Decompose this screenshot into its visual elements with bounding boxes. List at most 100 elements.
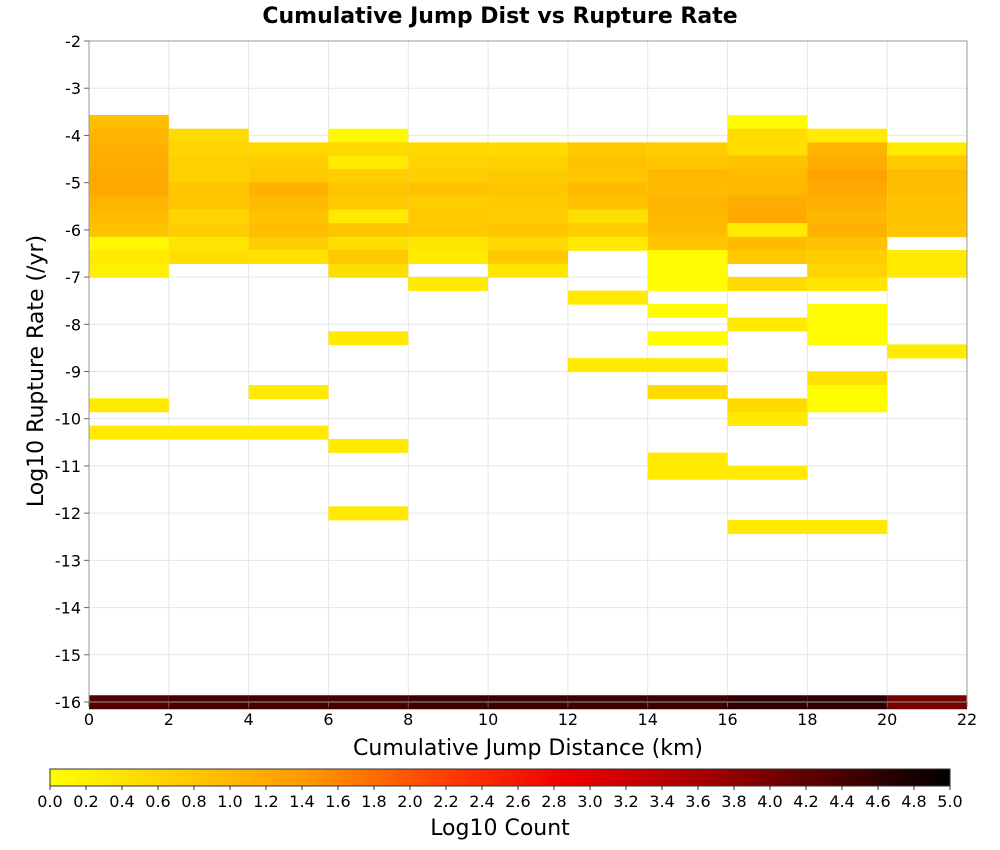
heatmap-cell <box>488 196 568 211</box>
heatmap-cell <box>887 250 967 265</box>
heatmap-cells <box>89 114 967 710</box>
heatmap-cell <box>328 155 409 170</box>
colorbar-ticks: 0.0 0.2 0.4 0.6 0.8 1.0 1.2 1.4 1.6 1.8 2.0 2.2 2.4 2… <box>37 786 963 811</box>
colorbar-tick-label: 5.0 <box>937 792 962 811</box>
heatmap-cell <box>168 169 249 184</box>
heatmap-cell <box>408 209 489 224</box>
x-axis-ticks: 0 2 4 6 8 10 12 14 16 18 20 22 <box>84 702 977 729</box>
y-axis-ticks: -2 -3 -4 -5 -6 -7 -8 -9 -10 -11 -12 -13 -14 -15 -16 <box>55 32 89 712</box>
x-tick-label: 14 <box>638 710 658 729</box>
heatmap-cell <box>807 196 888 211</box>
heatmap-cell <box>727 250 808 265</box>
heatmap-cell <box>807 169 888 184</box>
heatmap-cell <box>727 182 808 197</box>
x-tick-label: 20 <box>877 710 897 729</box>
y-tick-label: -5 <box>65 174 81 193</box>
colorbar-tick-label: 4.8 <box>901 792 926 811</box>
heatmap-cell <box>248 209 329 224</box>
heatmap-cell <box>408 169 489 184</box>
colorbar-tick-label: 4.2 <box>793 792 818 811</box>
heatmap-cell <box>727 411 808 426</box>
heatmap-cell <box>488 223 568 238</box>
heatmap-cell <box>567 196 648 211</box>
heatmap-cell <box>328 506 409 521</box>
heatmap-cell <box>168 182 249 197</box>
x-tick-label: 12 <box>558 710 578 729</box>
heatmap-cell <box>727 520 808 535</box>
x-tick-label: 10 <box>478 710 498 729</box>
heatmap-cell <box>408 142 489 157</box>
heatmap-cell <box>408 155 489 170</box>
heatmap-cell <box>328 250 409 265</box>
colorbar-tick-label: 0.0 <box>37 792 62 811</box>
heatmap-cell <box>328 128 409 143</box>
heatmap-cell <box>408 250 489 265</box>
heatmap-cell <box>567 358 648 373</box>
heatmap-cell <box>168 223 249 238</box>
heatmap-cell <box>248 425 329 440</box>
y-tick-label: -2 <box>65 32 81 51</box>
y-tick-label: -4 <box>65 126 81 145</box>
heatmap-cell <box>647 303 728 318</box>
heatmap-cell <box>89 114 169 129</box>
heatmap-cell <box>168 209 249 224</box>
heatmap-cell <box>807 317 888 332</box>
heatmap-cell <box>807 155 888 170</box>
heatmap-cell <box>248 169 329 184</box>
colorbar-tick-label: 4.6 <box>865 792 890 811</box>
heatmap-cell <box>567 236 648 251</box>
colorbar-tick-label: 2.0 <box>397 792 422 811</box>
heatmap-cell <box>408 196 489 211</box>
heatmap-cell <box>248 385 329 400</box>
y-tick-label: -9 <box>65 363 81 382</box>
heatmap-cell <box>647 142 728 157</box>
colorbar-tick-label: 4.0 <box>757 792 782 811</box>
y-tick-label: -12 <box>55 504 81 523</box>
y-tick-label: -8 <box>65 315 81 334</box>
heatmap-cell <box>807 250 888 265</box>
heatmap-cell <box>168 196 249 211</box>
y-tick-label: -10 <box>55 410 81 429</box>
colorbar-tick-label: 3.4 <box>649 792 674 811</box>
heatmap-cell <box>328 236 409 251</box>
heatmap-cell <box>328 169 409 184</box>
heatmap-cell <box>567 223 648 238</box>
colorbar-tick-label: 0.2 <box>73 792 98 811</box>
heatmap-cell <box>807 276 888 291</box>
heatmap-cell <box>168 250 249 265</box>
heatmap-cell <box>488 142 568 157</box>
heatmap-cell <box>887 344 967 359</box>
heatmap-cell <box>567 155 648 170</box>
heatmap-cell <box>647 385 728 400</box>
y-axis-label: Log10 Rupture Rate (/yr) <box>24 235 49 507</box>
heatmap-cell <box>807 209 888 224</box>
colorbar-tick-label: 3.2 <box>613 792 638 811</box>
chart-title: Cumulative Jump Dist vs Rupture Rate <box>262 4 737 29</box>
heatmap-cell <box>807 398 888 413</box>
heatmap-cell <box>807 128 888 143</box>
heatmap-cell <box>727 114 808 129</box>
heatmap-cell <box>647 250 728 265</box>
heatmap-cell <box>887 263 967 278</box>
colorbar-tick-label: 1.4 <box>289 792 314 811</box>
heatmap-cell <box>647 182 728 197</box>
heatmap-cell <box>488 182 568 197</box>
heatmap-cell <box>807 385 888 400</box>
y-tick-label: -3 <box>65 79 81 98</box>
heatmap-cell <box>89 236 169 251</box>
heatmap-cell <box>248 223 329 238</box>
heatmap-cell <box>647 223 728 238</box>
colorbar-tick-label: 2.6 <box>505 792 530 811</box>
heatmap-cell <box>647 196 728 211</box>
heatmap-cell <box>807 142 888 157</box>
x-tick-label: 4 <box>244 710 254 729</box>
x-tick-label: 18 <box>797 710 817 729</box>
colorbar-tick-label: 1.2 <box>253 792 278 811</box>
heatmap-cell <box>807 331 888 346</box>
x-tick-label: 2 <box>164 710 174 729</box>
colorbar-tick-label: 3.8 <box>721 792 746 811</box>
heatmap-cell <box>727 142 808 157</box>
y-tick-label: -15 <box>55 646 81 665</box>
heatmap-cell <box>89 209 169 224</box>
heatmap-cell <box>408 182 489 197</box>
